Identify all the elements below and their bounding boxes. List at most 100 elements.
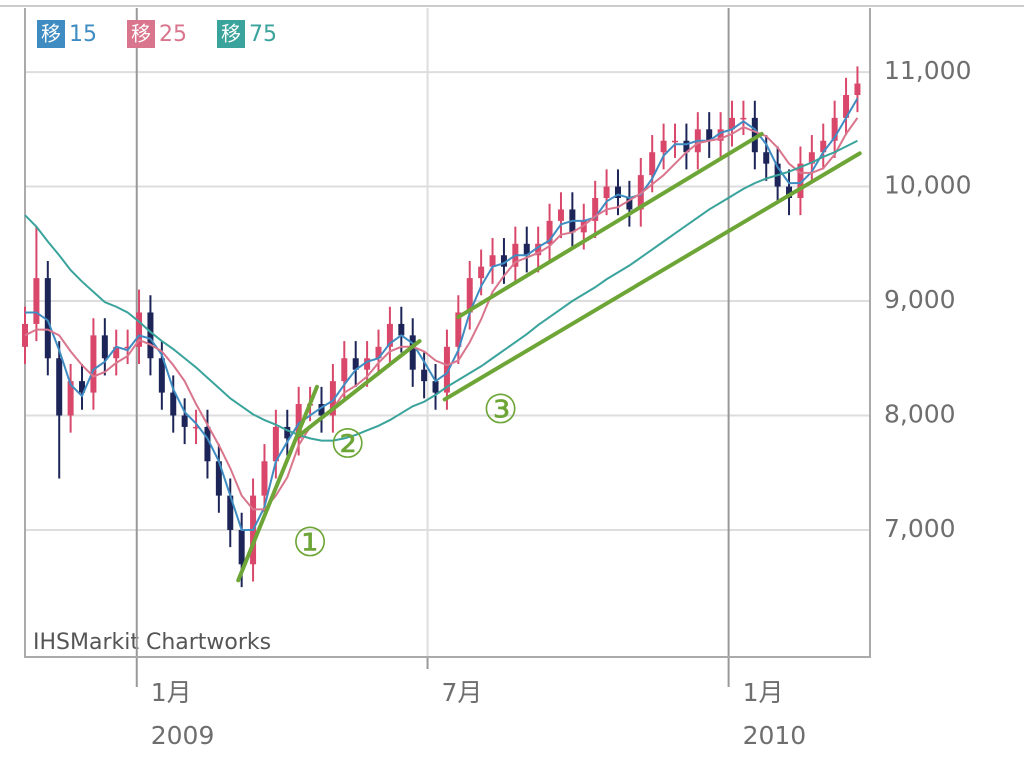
trendline: [236, 384, 319, 583]
candle-body: [672, 140, 678, 143]
candle-body: [523, 243, 530, 256]
candle-body: [820, 140, 827, 153]
candle-body: [341, 358, 348, 382]
legend-label: 75: [249, 22, 277, 47]
candle-body: [443, 346, 450, 393]
candle-body: [22, 323, 28, 347]
candle-body: [763, 152, 770, 164]
candle-body: [706, 129, 713, 141]
candle-body: [33, 278, 40, 324]
x-tick-sublabel: 2010: [743, 721, 807, 750]
candle-body: [386, 323, 393, 347]
candle-body: [227, 495, 234, 530]
y-tick-label: 8,000: [884, 399, 956, 428]
candle-body: [90, 335, 97, 393]
candle-body: [455, 312, 462, 347]
candle-body: [44, 278, 51, 359]
candle-body: [136, 312, 143, 347]
candle-body: [181, 415, 188, 427]
candle-body: [284, 426, 291, 439]
legend-item: 移 15: [37, 20, 97, 48]
candle-body: [67, 381, 74, 416]
legend-badge-text: 移: [131, 22, 151, 46]
candle-body: [535, 243, 542, 256]
candle-body: [843, 94, 850, 118]
candle-body: [364, 358, 371, 370]
x-tick-label: 7月: [442, 678, 483, 707]
trendline-label: ②: [330, 421, 366, 467]
candle-body: [546, 220, 553, 244]
candle-body: [592, 198, 599, 221]
candle-body: [751, 117, 758, 153]
candle-body: [797, 163, 804, 199]
candle-body: [398, 323, 405, 336]
candle-body: [170, 392, 177, 416]
candle-body: [854, 83, 861, 95]
candle-body: [295, 404, 302, 439]
candle-body: [215, 461, 222, 496]
y-tick-label: 9,000: [884, 285, 956, 314]
candle-body: [193, 426, 200, 429]
candle-body: [375, 346, 382, 359]
legend-label: 25: [159, 22, 187, 47]
moving-average-line: [24, 139, 858, 442]
candle-body: [124, 346, 131, 349]
candle-body: [649, 152, 656, 176]
candle-body: [614, 186, 621, 199]
trendline-label: ③: [483, 387, 519, 433]
legend-badge: [37, 20, 65, 48]
candle-body: [204, 426, 211, 462]
y-tick-label: 11,000: [884, 56, 971, 85]
candle-body: [500, 255, 507, 267]
legend-badge-text: 移: [221, 22, 241, 46]
x-tick-label: 1月: [743, 678, 784, 707]
source-label: IHSMarkit Chartworks: [33, 630, 271, 655]
legend-badge: [127, 20, 155, 48]
moving-average-line: [25, 97, 859, 531]
candle-body: [113, 346, 120, 359]
candle-body: [432, 381, 439, 393]
candle-body: [831, 117, 838, 141]
candle-body: [808, 152, 815, 164]
candle-body: [683, 140, 690, 153]
candle-body: [409, 335, 416, 370]
trendline: [456, 131, 764, 320]
trendline: [442, 151, 862, 402]
candle-body: [466, 278, 473, 313]
legend-item: 移 75: [217, 20, 277, 48]
legend-badge: [217, 20, 245, 48]
candle-body: [261, 461, 268, 496]
candle-body: [329, 381, 336, 416]
trendline-label: ①: [292, 520, 328, 566]
legend-badge-text: 移: [41, 22, 61, 46]
candle-body: [101, 335, 108, 359]
legend-label: 15: [69, 22, 97, 47]
candle-body: [717, 129, 724, 141]
candle-body: [272, 426, 279, 462]
candle-body: [557, 209, 564, 221]
candle-body: [626, 198, 633, 210]
candle-body: [158, 358, 165, 393]
y-tick-label: 10,000: [884, 171, 971, 200]
y-tick-label: 7,000: [884, 514, 956, 543]
x-tick-sublabel: 2009: [151, 721, 215, 750]
candle-body: [729, 117, 736, 130]
candle-body: [238, 529, 245, 565]
candle-body: [603, 186, 610, 199]
candle-body: [147, 312, 154, 359]
candle-body: [352, 358, 359, 370]
legend-item: 移 25: [127, 20, 187, 48]
moving-average-line: [24, 117, 859, 511]
candle-body: [318, 404, 325, 416]
candle-body: [660, 140, 667, 153]
candle-body: [489, 255, 496, 267]
trendline: [297, 339, 422, 437]
candle-body: [740, 117, 747, 120]
candle-body: [421, 369, 428, 382]
candle-body: [56, 358, 63, 416]
x-tick-label: 1月: [151, 678, 192, 707]
candle-body: [79, 381, 86, 393]
candle-body: [478, 266, 485, 279]
